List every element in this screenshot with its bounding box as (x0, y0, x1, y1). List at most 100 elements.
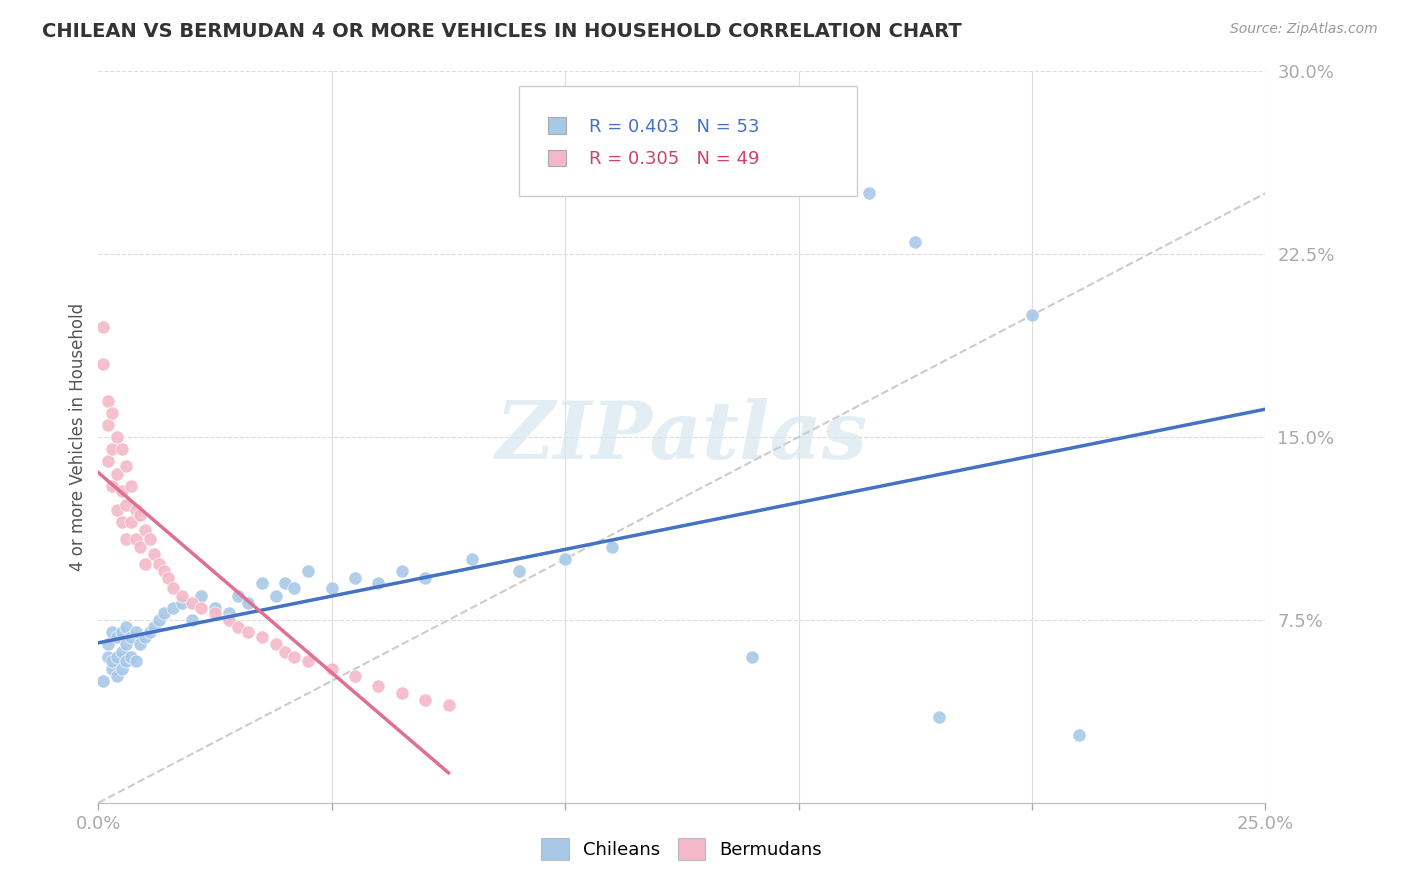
Point (264, 589, 287, 603)
Point (115, 654, 138, 668)
Point (115, 637, 138, 651)
Point (111, 625, 134, 640)
Point (274, 576, 297, 591)
Point (134, 557, 156, 571)
Point (162, 600, 184, 615)
Point (101, 654, 124, 668)
Point (120, 649, 142, 664)
Text: R = 0.305   N = 49: R = 0.305 N = 49 (589, 151, 759, 169)
Point (115, 459, 138, 474)
Point (283, 649, 305, 664)
Point (120, 630, 142, 644)
Point (115, 533, 138, 547)
Point (115, 499, 138, 513)
Point (129, 508, 152, 522)
Point (139, 533, 162, 547)
Point (111, 442, 134, 457)
Point (134, 523, 156, 537)
Point (190, 600, 212, 615)
Point (111, 645, 134, 659)
Point (274, 645, 297, 659)
Point (91, 673, 114, 688)
Point (97, 454, 120, 468)
Point (105, 467, 128, 481)
Point (218, 613, 240, 627)
Point (97, 417, 120, 432)
Point (904, 235, 927, 249)
Text: CHILEAN VS BERMUDAN 4 OR MORE VEHICLES IN HOUSEHOLD CORRELATION CHART: CHILEAN VS BERMUDAN 4 OR MORE VEHICLES I… (42, 22, 962, 41)
Y-axis label: 4 or more Vehicles in Household: 4 or more Vehicles in Household (69, 303, 87, 571)
Legend: Chileans, Bermudans: Chileans, Bermudans (534, 830, 830, 867)
Point (152, 606, 174, 620)
Point (250, 576, 273, 591)
Point (129, 637, 152, 651)
Point (236, 625, 259, 640)
Point (461, 552, 484, 566)
Point (152, 564, 174, 578)
Point (91, 320, 114, 334)
Point (297, 564, 319, 578)
Point (321, 662, 343, 676)
Point (741, 649, 763, 664)
Point (321, 581, 343, 595)
Point (97, 393, 120, 408)
Point (508, 564, 530, 578)
Point (97, 637, 120, 651)
Point (413, 572, 436, 586)
Point (101, 442, 124, 457)
Point (162, 581, 184, 595)
Point (180, 613, 202, 627)
Point (143, 547, 166, 561)
Point (105, 503, 128, 517)
Point (554, 552, 576, 566)
Point (157, 572, 180, 586)
Point (101, 662, 124, 676)
Point (600, 540, 623, 554)
Point (125, 503, 148, 517)
Point (120, 516, 142, 530)
Point (125, 654, 148, 668)
Point (297, 654, 319, 668)
FancyBboxPatch shape (519, 86, 858, 195)
Point (143, 620, 166, 634)
Point (1021, 308, 1043, 322)
Point (129, 540, 152, 554)
Text: Source: ZipAtlas.com: Source: ZipAtlas.com (1230, 22, 1378, 37)
Point (283, 581, 305, 595)
Point (105, 649, 128, 664)
Point (105, 669, 128, 683)
Point (228, 589, 250, 603)
Point (97, 649, 120, 664)
Point (236, 596, 259, 610)
Point (115, 620, 138, 634)
Text: ZIPatlas: ZIPatlas (496, 399, 868, 475)
Point (148, 557, 170, 571)
FancyBboxPatch shape (548, 118, 565, 134)
Point (858, 186, 880, 201)
Point (111, 662, 134, 676)
Point (344, 669, 367, 683)
Point (344, 572, 367, 586)
Point (172, 589, 194, 603)
Point (204, 606, 226, 620)
Point (928, 710, 950, 724)
Point (437, 698, 460, 713)
Point (148, 613, 170, 627)
Point (218, 606, 240, 620)
Point (180, 596, 202, 610)
FancyBboxPatch shape (548, 151, 565, 167)
Point (91, 357, 114, 371)
Point (172, 596, 194, 610)
Text: R = 0.403   N = 53: R = 0.403 N = 53 (589, 118, 759, 136)
Point (101, 406, 124, 420)
Point (250, 630, 273, 644)
Point (391, 564, 413, 578)
Point (413, 693, 436, 707)
Point (125, 533, 148, 547)
Point (264, 637, 287, 651)
Point (391, 686, 413, 700)
Point (125, 625, 148, 640)
Point (111, 516, 134, 530)
Point (101, 625, 124, 640)
Point (105, 430, 128, 444)
